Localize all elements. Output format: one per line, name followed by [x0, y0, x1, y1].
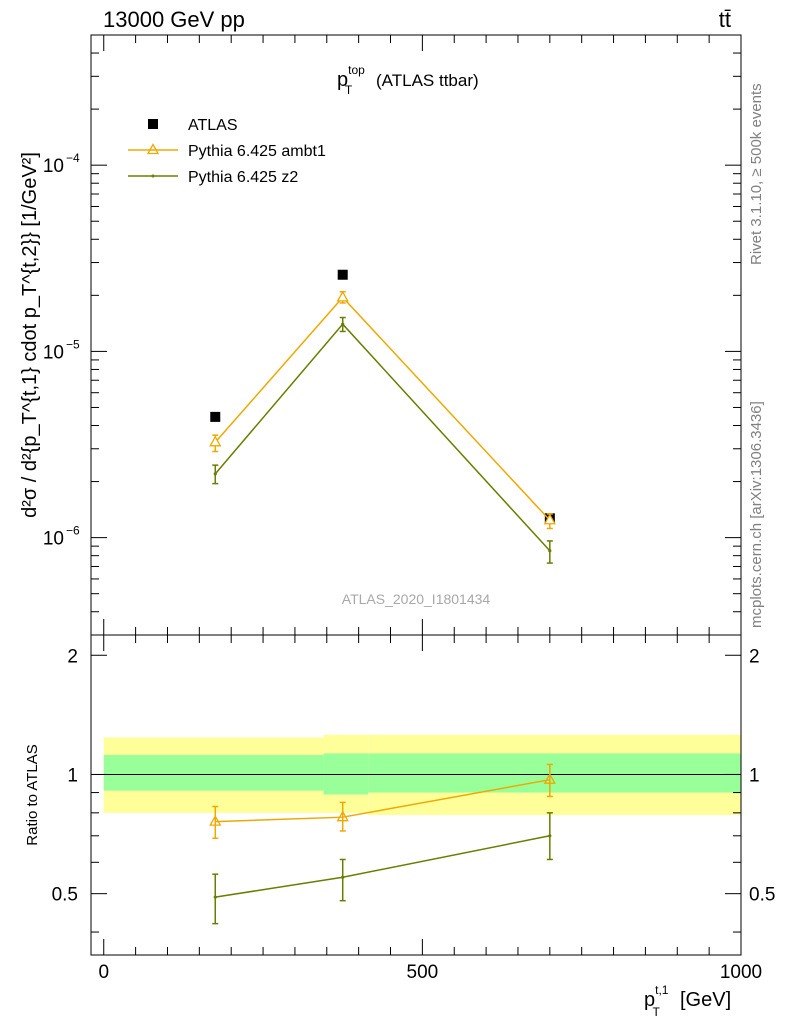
legend-marker-atlas: [148, 119, 158, 129]
ratio-ytick-label-right: 2: [749, 646, 760, 667]
ratio-point: [336, 810, 349, 822]
xlabel-sup: t,1: [655, 983, 669, 997]
ratio-point: [548, 834, 552, 838]
watermark: ATLAS_2020_I1801434: [342, 591, 491, 607]
main-ytick-exponent: −4: [66, 151, 80, 165]
legend-label-z2: Pythia 6.425 z2: [188, 169, 298, 186]
ratio-ylabel: Ratio to ATLAS: [24, 744, 41, 845]
legend-marker-ambt1: [146, 143, 160, 155]
series-point: [341, 322, 345, 326]
ratio-frame: [90, 634, 742, 956]
series-line-2: [214, 323, 551, 552]
main-title-sub: T: [345, 83, 353, 97]
ratio-ytick-label: 2: [67, 646, 78, 667]
main-ytick-label: 10: [43, 342, 64, 363]
rivet-label: Rivet 3.1.10, ≥ 500k events: [748, 83, 765, 265]
ratio-ytick-label: 1: [67, 765, 78, 786]
ratio-band-green: [368, 753, 741, 793]
main-title: ptop T: [337, 63, 365, 97]
ratio-point: [213, 895, 217, 899]
main-ytick-label: 10: [43, 156, 64, 177]
xlabel-p: p: [644, 989, 655, 1011]
ratio-line-1: [215, 835, 550, 898]
mcplots-label: mcplots.cern.ch [arXiv:1306.3436]: [748, 401, 765, 628]
atlas-point: [337, 269, 348, 280]
legend-label-ambt1: Pythia 6.425 ambt1: [188, 143, 326, 160]
ratio-ytick-label-right: 0.5: [749, 885, 775, 906]
series-point: [336, 290, 349, 302]
xlabel-sub: T: [652, 1005, 660, 1019]
series-line-1: [214, 296, 551, 521]
series-point: [543, 513, 556, 525]
main-title-sup: top: [348, 63, 365, 77]
main-title-p: p: [337, 69, 348, 91]
header-left: 13000 GeV pp: [103, 7, 245, 32]
ratio-ytick-label: 0.5: [52, 885, 78, 906]
main-ytick-exponent: −6: [66, 524, 80, 538]
legend-marker-z2: [151, 174, 155, 178]
legend-label-atlas: ATLAS: [188, 117, 238, 134]
ratio-ytick-label-right: 1: [749, 765, 760, 786]
xlabel: pt,1 T: [644, 983, 669, 1019]
ratio-panel: 0.5 0.5 1 1 2 2 0 500 1000: [52, 635, 775, 983]
xtick-label: 500: [407, 962, 439, 983]
main-ytick-label: 10: [43, 529, 64, 550]
main-title-rest: (ATLAS ttbar): [376, 71, 479, 90]
ratio-band-green: [103, 754, 324, 791]
atlas-point: [210, 411, 221, 422]
xtick-label: 0: [98, 962, 109, 983]
series-point: [209, 435, 222, 447]
ratio-point: [341, 875, 345, 879]
xlabel-unit: [GeV]: [680, 989, 731, 1011]
series-point: [548, 549, 552, 553]
header-right: tt̄: [719, 7, 731, 32]
series-point: [213, 472, 217, 476]
main-panel: 10−610−510−4: [43, 34, 742, 636]
main-ytick-exponent: −5: [66, 337, 80, 351]
ratio-point: [209, 814, 222, 826]
ratio-point: [543, 772, 556, 784]
xtick-label: 1000: [720, 962, 762, 983]
main-ylabel: d²σ / d²{p_T^{t,1} cdot p_T^{t,2}} [1/Ge…: [19, 152, 41, 518]
legend: ATLAS Pythia 6.425 ambt1 Pythia 6.425 z2: [128, 117, 326, 186]
